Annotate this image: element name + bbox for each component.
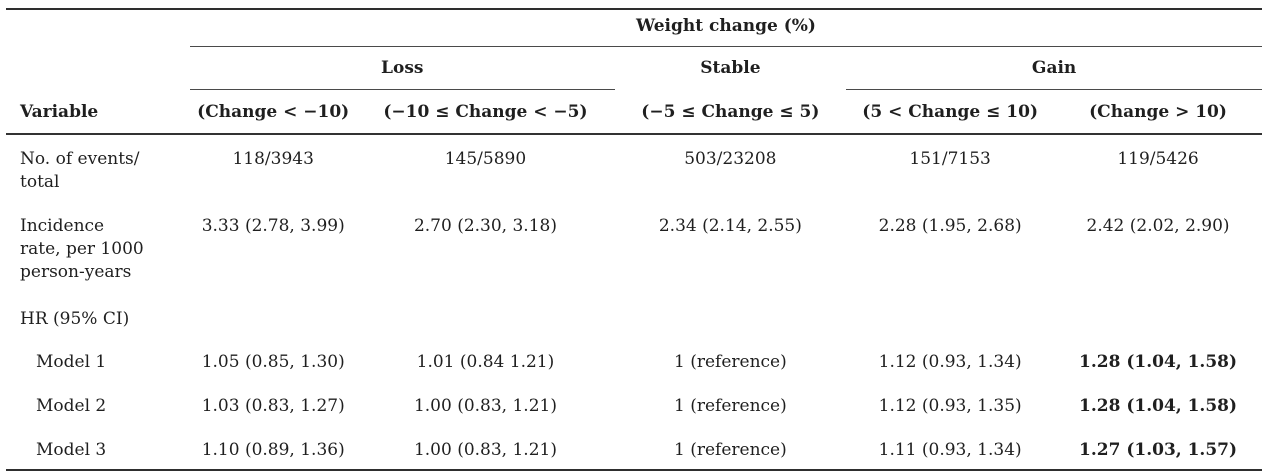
table-row-hr-section: HR (95% CI)	[6, 294, 1262, 337]
data-cell: 1.12 (0.93, 1.34)	[878, 352, 1022, 372]
data-cell: 1.11 (0.93, 1.34)	[878, 440, 1022, 460]
data-cell	[846, 294, 1054, 337]
data-cell: 2.28 (1.95, 2.68)	[878, 216, 1022, 236]
col-header-variable: Variable	[6, 89, 190, 135]
data-cell: 1 (reference)	[673, 440, 787, 460]
empty-cell	[6, 47, 190, 90]
col-header-minus10-to-minus5: (−10 ≤ Change < −5)	[356, 89, 615, 135]
table-row-model-3: Model 3 1.10 (0.89, 1.36) 1.00 (0.83, 1.…	[6, 425, 1262, 470]
data-cell: 118/3943	[232, 149, 314, 169]
col-header-5-to-10: (5 < Change ≤ 10)	[846, 89, 1055, 135]
table-row-model-2: Model 2 1.03 (0.83, 1.27) 1.00 (0.83, 1.…	[6, 381, 1262, 425]
row-label: Model 3	[36, 440, 107, 460]
data-cell: 2.42 (2.02, 2.90)	[1086, 216, 1230, 236]
col-header-change-gt-10: (Change > 10)	[1054, 89, 1262, 135]
data-cell: 1.01 (0.84 1.21)	[416, 352, 555, 372]
data-cell: 1.03 (0.83, 1.27)	[201, 396, 345, 416]
data-cell: 503/23208	[684, 149, 777, 169]
data-cell: 145/5890	[444, 149, 527, 169]
data-cell	[1054, 294, 1262, 337]
table-row-model-1: Model 1 1.05 (0.85, 1.30) 1.01 (0.84 1.2…	[6, 337, 1262, 381]
data-cell: 2.70 (2.30, 3.18)	[413, 216, 557, 236]
group-header-stable: Stable	[700, 58, 761, 78]
group-header-row: Loss Stable Gain	[6, 46, 1262, 90]
row-label: Model 1	[36, 352, 107, 372]
data-cell: 1 (reference)	[673, 352, 787, 372]
row-label: Incidence rate, per 1000 person-years	[20, 216, 144, 282]
table-row-incidence-rate: Incidence rate, per 1000 person-years 3.…	[6, 203, 1262, 294]
data-cell: 1.00 (0.83, 1.21)	[413, 440, 557, 460]
weight-change-results-table: Weight change (%) Loss Stable Gain Varia…	[6, 8, 1262, 471]
row-label: No. of events/ total	[20, 149, 140, 192]
spanner-title-row: Weight change (%)	[6, 9, 1262, 47]
col-header-minus5-to-5: (−5 ≤ Change ≤ 5)	[614, 89, 847, 135]
data-cell-significant: 1.28 (1.04, 1.58)	[1079, 396, 1238, 416]
table-row-events-total: No. of events/ total 118/3943 145/5890 5…	[6, 134, 1262, 203]
row-label: HR (95% CI)	[20, 309, 130, 329]
spanner-weight-change: Weight change (%)	[190, 9, 1262, 47]
data-cell: 1.00 (0.83, 1.21)	[413, 396, 557, 416]
data-cell: 1.12 (0.93, 1.35)	[878, 396, 1022, 416]
data-cell: 119/5426	[1117, 149, 1199, 169]
col-header-change-lt-minus10: (Change < −10)	[190, 89, 357, 135]
data-cell-significant: 1.27 (1.03, 1.57)	[1079, 440, 1238, 460]
data-cell: 2.34 (2.14, 2.55)	[658, 216, 802, 236]
empty-corner-cell	[6, 9, 190, 47]
data-cell	[615, 294, 847, 337]
data-cell: 3.33 (2.78, 3.99)	[201, 216, 345, 236]
data-cell: 151/7153	[909, 149, 991, 169]
data-cell	[190, 294, 356, 337]
data-cell: 1 (reference)	[673, 396, 787, 416]
column-header-row: Variable (Change < −10) (−10 ≤ Change < …	[6, 89, 1262, 135]
data-cell	[356, 294, 614, 337]
row-label: Model 2	[36, 396, 107, 416]
data-cell: 1.05 (0.85, 1.30)	[201, 352, 345, 372]
data-cell: 1.10 (0.89, 1.36)	[201, 440, 345, 460]
group-header-gain: Gain	[846, 46, 1262, 90]
data-cell-significant: 1.28 (1.04, 1.58)	[1079, 352, 1238, 372]
group-header-loss: Loss	[190, 46, 615, 90]
